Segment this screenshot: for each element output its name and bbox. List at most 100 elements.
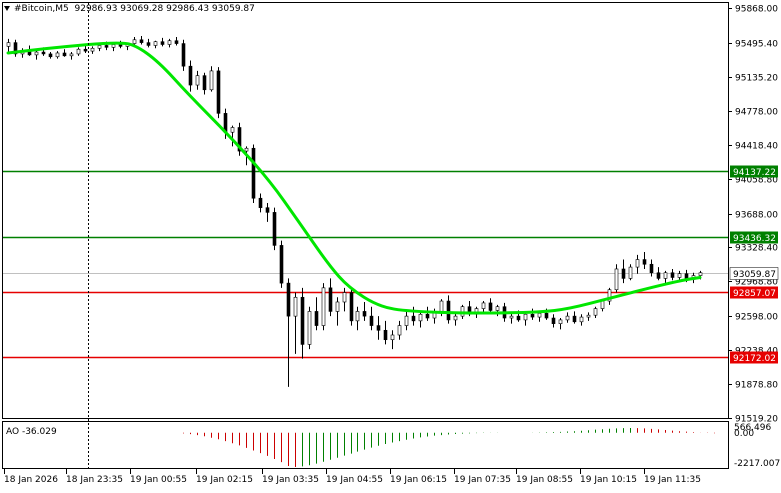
price-tick-label: 94778.00	[735, 108, 778, 118]
candle-body	[523, 313, 528, 321]
candle-body	[34, 51, 39, 56]
candle-body	[670, 272, 675, 278]
candle	[258, 193, 263, 213]
candle	[237, 122, 242, 156]
candle	[446, 295, 451, 324]
candle	[530, 308, 535, 320]
candle-body	[446, 300, 451, 321]
level-price-label: 94137.22	[733, 168, 776, 178]
candle-body	[362, 311, 367, 317]
ohlc-values: 92986.93 93069.28 92986.43 93059.87	[74, 4, 255, 14]
candle	[111, 43, 116, 52]
candle-body	[635, 259, 640, 268]
price-tick-label: 93328.40	[735, 244, 778, 254]
candle	[649, 259, 654, 277]
candle	[251, 144, 256, 203]
candle-body	[132, 39, 137, 44]
candle	[607, 287, 612, 305]
candle-body	[286, 282, 291, 317]
candle-body	[509, 315, 514, 319]
candle	[670, 268, 675, 281]
candle-body	[97, 45, 102, 49]
candle	[579, 314, 584, 326]
candle-body	[69, 53, 74, 57]
candle	[593, 306, 598, 319]
candle-body	[188, 65, 193, 86]
candle	[586, 312, 591, 321]
current-price-tag	[729, 267, 779, 280]
candle-body	[551, 317, 556, 324]
candle	[509, 312, 514, 324]
candle	[628, 264, 633, 281]
candle	[425, 306, 430, 321]
candle-body	[453, 315, 458, 321]
ao-scale-label: 0.00	[734, 429, 754, 439]
price-tick-label: 95135.20	[735, 74, 778, 84]
candle-body	[404, 315, 409, 326]
candle-body	[677, 273, 682, 278]
candle	[216, 67, 221, 119]
level-price-label: 92857.07	[733, 289, 776, 299]
candle	[418, 311, 423, 328]
ao-histogram	[183, 427, 715, 467]
candle-body	[621, 268, 626, 279]
candle-body	[328, 287, 333, 312]
time-tick-label: 19 Jan 06:15	[390, 475, 447, 485]
price-tick-label: 92968.80	[735, 278, 778, 288]
candle	[202, 72, 207, 95]
price-tick-label: 94058.80	[735, 176, 778, 186]
candle	[265, 202, 270, 222]
time-axis[interactable]: 18 Jan 2026 18 Jan 23:35 19 Jan 00:55 19 Ja…	[4, 469, 701, 485]
candle-body	[62, 52, 67, 57]
candle	[342, 287, 347, 312]
candle	[453, 312, 458, 326]
candle-body	[48, 53, 53, 58]
candle	[614, 264, 619, 293]
candle-body	[698, 272, 703, 276]
candle-body	[13, 42, 18, 55]
candle	[139, 36, 144, 45]
candle-body	[195, 75, 200, 86]
symbol-name: #Bitcoin,M5	[14, 4, 69, 14]
candle	[6, 38, 11, 53]
candle	[293, 292, 298, 354]
candle-body	[174, 40, 179, 44]
dropdown-triangle-icon[interactable]	[4, 6, 10, 11]
candle-body	[202, 75, 207, 91]
candle-body	[335, 301, 340, 312]
candle	[642, 252, 647, 269]
candle	[656, 267, 661, 281]
candle-body	[390, 334, 395, 341]
indicator-label: AO -36.029	[6, 427, 57, 437]
candle-body	[181, 43, 186, 67]
candle-body	[663, 272, 668, 279]
candle-body	[6, 42, 11, 47]
time-tick-label: 19 Jan 03:35	[262, 475, 319, 485]
candle	[635, 254, 640, 274]
candle-body	[293, 296, 298, 317]
time-tick-label: 18 Jan 2026	[4, 475, 58, 485]
candle-body	[41, 51, 46, 55]
candle	[153, 40, 158, 49]
candle	[488, 298, 493, 313]
candle-body	[376, 325, 381, 331]
candle	[663, 270, 668, 284]
horizontal-levels[interactable]	[3, 170, 728, 359]
moving-average-layer	[6, 41, 702, 315]
price-labels: 94137.22 93436.32 92857.07 92172.02 93059.87	[729, 165, 779, 364]
candle-body	[272, 212, 277, 246]
level-price-label: 92172.02	[733, 354, 776, 364]
candle	[167, 38, 172, 48]
candle	[558, 318, 563, 330]
candle	[230, 125, 235, 147]
candle-body	[307, 311, 312, 345]
candle	[48, 52, 53, 59]
level-price-label: 93436.32	[733, 234, 776, 244]
candle-body	[383, 329, 388, 341]
candle-body	[369, 315, 374, 326]
candle	[34, 50, 39, 60]
candle-body	[572, 315, 577, 323]
candle-body	[516, 315, 521, 321]
